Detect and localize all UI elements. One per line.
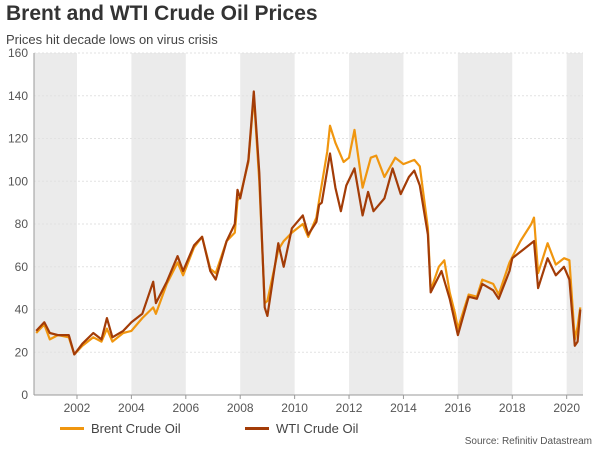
legend-item-wti: WTI Crude Oil <box>245 421 358 436</box>
y-tick-label: 60 <box>15 260 29 274</box>
x-tick-label: 2002 <box>64 401 91 415</box>
x-tick-label: 2006 <box>172 401 199 415</box>
x-tick-label: 2012 <box>336 401 363 415</box>
chart-subtitle: Prices hit decade lows on virus crisis <box>6 32 218 47</box>
x-tick-label: 2014 <box>390 401 417 415</box>
legend-swatch-wti <box>245 427 269 430</box>
legend-item-brent: Brent Crude Oil <box>60 421 181 436</box>
y-tick-label: 160 <box>8 46 28 60</box>
x-tick-label: 2016 <box>445 401 472 415</box>
chart-title: Brent and WTI Crude Oil Prices <box>6 2 318 25</box>
legend-label-wti: WTI Crude Oil <box>276 421 359 436</box>
y-tick-label: 100 <box>8 174 28 188</box>
y-tick-label: 140 <box>8 89 28 103</box>
x-tick-label: 2004 <box>118 401 145 415</box>
legend-label-brent: Brent Crude Oil <box>91 421 181 436</box>
x-tick-label: 2010 <box>281 401 308 415</box>
legend-swatch-brent <box>60 427 84 430</box>
source-note: Source: Refinitiv Datastream <box>464 436 592 447</box>
y-tick-label: 0 <box>21 388 28 402</box>
x-tick-label: 2018 <box>499 401 526 415</box>
y-tick-label: 120 <box>8 132 28 146</box>
wti-line <box>35 90 582 356</box>
y-tick-label: 40 <box>15 303 29 317</box>
x-tick-label: 2020 <box>553 401 580 415</box>
line-chart: 0 20 40 60 80 100 120 140 160 2002 2004 2006 2008 201… <box>8 46 583 415</box>
y-tick-label: 20 <box>15 345 29 359</box>
x-tick-label: 2008 <box>227 401 254 415</box>
brent-line <box>35 94 582 356</box>
y-tick-label: 80 <box>15 217 29 231</box>
